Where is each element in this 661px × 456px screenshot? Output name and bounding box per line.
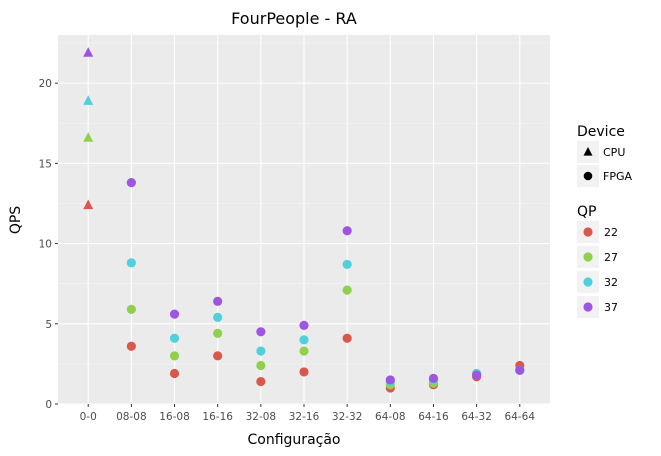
legend-qp-title: QP: [577, 204, 596, 220]
y-tick-label: 0: [45, 399, 52, 411]
x-tick-label: 64-16: [418, 411, 449, 423]
x-tick-label: 32-08: [246, 411, 277, 423]
point-fpga-qp32: [342, 259, 352, 270]
legend-label: 37: [604, 301, 618, 314]
legend-circle-icon: [583, 171, 593, 181]
legend-color-dot: [583, 227, 593, 237]
point-fpga-qp22: [213, 351, 223, 361]
legend-triangle-icon: [583, 146, 593, 156]
point-fpga-qp22: [256, 376, 266, 387]
x-tick-label: 64-08: [375, 411, 406, 423]
point-fpga-qp37: [169, 309, 180, 319]
point-fpga-qp32: [213, 312, 223, 322]
point-fpga-qp32: [169, 333, 180, 343]
x-tick-label: 64-32: [461, 411, 492, 423]
point-fpga-qp27: [169, 351, 180, 361]
point-fpga-qp37: [428, 373, 439, 383]
point-fpga-qp37: [213, 296, 223, 306]
legend-device-title: Device: [577, 124, 625, 140]
point-fpga-qp27: [299, 346, 309, 356]
x-tick-label: 64-64: [505, 411, 536, 423]
legend-label: CPU: [603, 146, 625, 159]
point-fpga-qp32: [256, 346, 266, 356]
legend-color-dot: [583, 252, 593, 262]
point-cpu-qp37: [83, 47, 94, 57]
x-tick-label: 08-08: [116, 411, 147, 423]
legend-qp: QP 22 27 32 37: [577, 204, 618, 318]
point-fpga-qp37: [385, 375, 395, 385]
point-fpga-qp37: [299, 320, 309, 330]
y-tick-label: 10: [39, 239, 52, 251]
legend-label: 32: [604, 276, 618, 289]
point-fpga-qp37: [256, 327, 266, 337]
y-axis: 0 5 10 15 20: [39, 78, 58, 411]
point-fpga-qp27: [256, 360, 266, 371]
x-tick-label: 32-32: [332, 411, 363, 423]
y-axis-title: QPS: [8, 206, 24, 234]
point-fpga-qp27: [213, 328, 223, 339]
x-tick-label: 16-16: [202, 411, 233, 423]
point-cpu-qp32: [83, 95, 94, 105]
y-tick-label: 5: [45, 319, 52, 331]
point-fpga-qp37: [126, 178, 136, 188]
legend-label: FPGA: [603, 170, 632, 183]
point-fpga-qp37: [515, 365, 525, 375]
legend-device: Device CPU FPGA: [577, 124, 632, 187]
plot-title: FourPeople - RA: [231, 9, 357, 28]
y-tick-label: 15: [39, 158, 52, 170]
x-tick-label: 16-08: [159, 411, 190, 423]
point-cpu-qp22: [83, 199, 94, 210]
x-axis-title: Configuração: [248, 432, 341, 448]
x-tick-label: 0-0: [80, 411, 97, 423]
point-fpga-qp27: [342, 285, 352, 295]
legend-color-dot: [583, 277, 593, 287]
legend-color-dot: [583, 302, 593, 312]
point-fpga-qp22: [169, 368, 180, 379]
point-fpga-qp37: [342, 226, 352, 236]
data-points: [83, 47, 525, 393]
legend-label: 22: [604, 226, 618, 239]
grid-lines: [58, 35, 550, 405]
point-fpga-qp37: [472, 370, 482, 380]
x-axis: 0-0 08-08 16-08 16-16 32-08 32-16 32-32 64-08 64…: [80, 404, 536, 423]
x-tick-label: 32-16: [289, 411, 320, 423]
point-fpga-qp32: [299, 335, 309, 345]
point-fpga-qp27: [126, 304, 136, 314]
point-fpga-qp22: [126, 341, 136, 351]
point-fpga-qp22: [342, 333, 352, 343]
y-tick-label: 20: [39, 78, 52, 90]
point-fpga-qp22: [299, 367, 309, 377]
legend-label: 27: [604, 251, 618, 264]
point-cpu-qp27: [83, 132, 94, 142]
point-fpga-qp32: [126, 258, 136, 268]
